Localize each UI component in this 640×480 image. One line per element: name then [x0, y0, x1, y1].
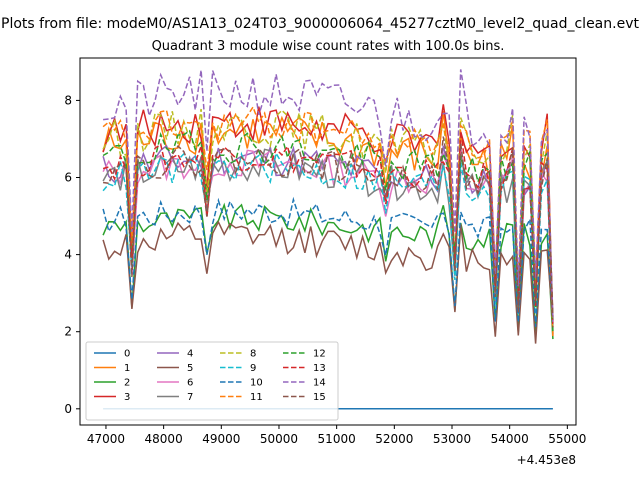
y-tick-label: 4: [64, 248, 72, 262]
series-line-3: [102, 104, 554, 334]
series-line-10: [102, 196, 554, 327]
legend-label: 4: [187, 349, 193, 360]
series-line-8: [102, 108, 554, 331]
chart-title: Quadrant 3 module wise count rates with …: [152, 39, 505, 54]
y-tick-label: 2: [64, 325, 72, 339]
legend-label: 11: [250, 392, 263, 403]
legend-label: 3: [124, 392, 130, 403]
legend-label: 9: [250, 363, 256, 374]
series-group: [102, 69, 554, 410]
legend-label: 6: [187, 378, 193, 389]
legend-label: 2: [124, 378, 130, 389]
x-tick-label: 48000: [145, 432, 183, 446]
series-line-2: [102, 202, 554, 340]
x-tick-label: 47000: [87, 432, 125, 446]
legend-label: 7: [187, 392, 193, 403]
x-tick-label: 51000: [318, 432, 356, 446]
axes-frame: [79, 57, 577, 426]
legend-label: 12: [313, 349, 326, 360]
x-tick-label: 53000: [433, 432, 471, 446]
legend-label: 8: [250, 349, 256, 360]
x-tick-label: 50000: [260, 432, 298, 446]
legend-box: [85, 341, 339, 421]
series-line-7: [102, 148, 554, 336]
legend-label: 0: [124, 349, 130, 360]
x-tick-label: 52000: [375, 432, 413, 446]
x-tick-label: 55000: [548, 432, 586, 446]
series-line-5: [102, 220, 554, 344]
y-axis: 0 2 4 6 8: [64, 93, 80, 416]
series-line-13: [102, 131, 554, 328]
y-tick-label: 0: [64, 402, 72, 416]
plot-area: [79, 57, 577, 426]
x-axis: 47000 48000 49000 50000 51000 52000 53000 54000…: [87, 425, 586, 446]
series-line-15: [102, 136, 554, 317]
x-offset-label: +4.453e8: [517, 453, 576, 467]
legend-label: 13: [313, 363, 326, 374]
x-tick-label: 49000: [202, 432, 240, 446]
series-line-12: [102, 129, 554, 333]
series-line-11: [102, 105, 554, 338]
legend-label: 15: [313, 392, 326, 403]
legend-label: 1: [124, 363, 130, 374]
series-line-14: [103, 69, 554, 322]
y-tick-label: 8: [64, 93, 72, 107]
series-line-9: [102, 151, 554, 326]
x-tick-label: 54000: [491, 432, 529, 446]
figure-suptitle: Plots from file: modeM0/AS1A13_024T03_90…: [1, 16, 639, 32]
legend-label: 10: [250, 378, 263, 389]
legend-label: 14: [313, 378, 326, 389]
y-tick-label: 6: [64, 171, 72, 185]
legend-label: 5: [187, 363, 193, 374]
